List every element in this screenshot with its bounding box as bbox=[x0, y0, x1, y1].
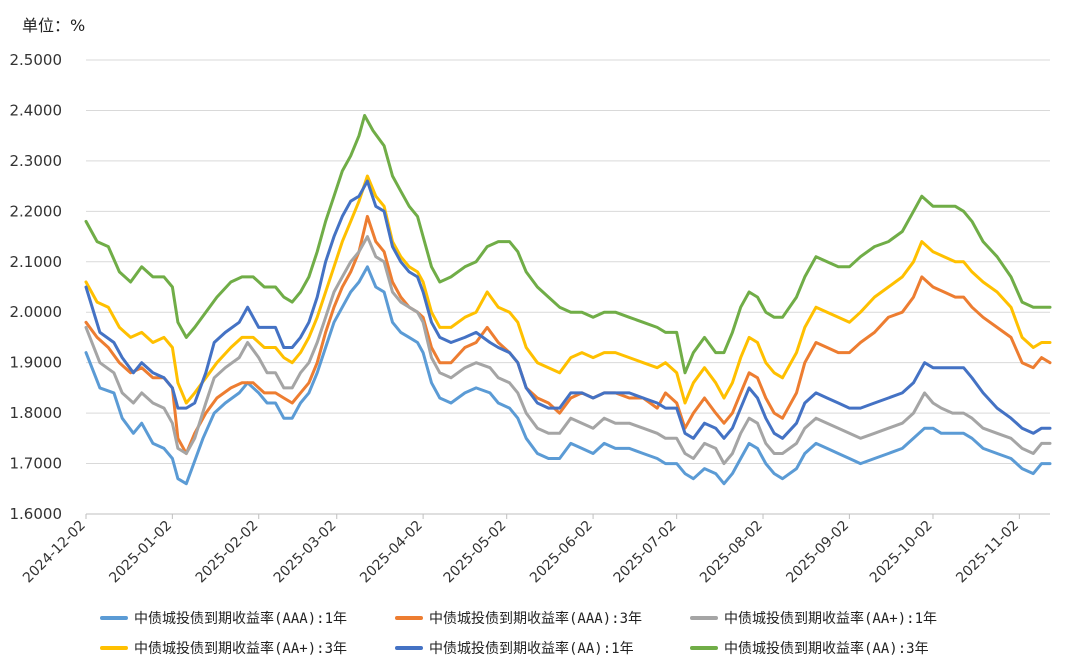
gridlines bbox=[86, 59, 1050, 515]
legend-swatch bbox=[100, 616, 128, 620]
x-tick-label: 2025-07-02 bbox=[611, 518, 680, 587]
legend-item: 中债城投债到期收益率(AAA):3年 bbox=[395, 608, 642, 628]
x-tick-label: 2025-03-02 bbox=[271, 518, 340, 587]
legend-item: 中债城投债到期收益率(AA+):1年 bbox=[690, 608, 937, 628]
legend-item: 中债城投债到期收益率(AA+):3年 bbox=[100, 638, 347, 658]
y-tick-label: 2.2000 bbox=[10, 202, 63, 220]
x-axis-ticks: 2024-12-02 2025-01-02 2025-02-02 2025-03-02… bbox=[20, 514, 1022, 586]
y-tick-label: 2.5000 bbox=[10, 51, 63, 69]
y-tick-label: 1.6000 bbox=[10, 505, 63, 523]
series-line-1 bbox=[84, 265, 1052, 486]
x-tick-label: 2025-05-02 bbox=[441, 518, 510, 587]
x-tick-label: 2025-06-02 bbox=[527, 518, 596, 587]
legend-item: 中债城投债到期收益率(AAA):1年 bbox=[100, 608, 347, 628]
y-tick-label: 2.0000 bbox=[10, 303, 63, 321]
x-tick-label: 2025-08-02 bbox=[697, 518, 766, 587]
series-line-5 bbox=[84, 179, 1052, 440]
series-line-3 bbox=[84, 235, 1052, 466]
legend-label: 中债城投债到期收益率(AA+):3年 bbox=[134, 641, 348, 657]
legend-label: 中债城投债到期收益率(AA):1年 bbox=[429, 641, 634, 657]
legend-swatch bbox=[690, 646, 718, 650]
series-line-2 bbox=[84, 214, 1052, 455]
legend-label: 中债城投债到期收益率(AA+):1年 bbox=[724, 611, 938, 627]
series-line-6 bbox=[84, 114, 1052, 375]
series-line-4 bbox=[84, 174, 1052, 405]
x-tick-label: 2024-12-02 bbox=[20, 518, 89, 587]
x-tick-label: 2025-09-02 bbox=[783, 518, 852, 587]
y-tick-label: 1.8000 bbox=[10, 404, 63, 422]
y-axis-ticks: 2.5000 2.4000 2.3000 2.2000 2.1000 2.0000 1.90… bbox=[10, 51, 63, 523]
legend-item: 中债城投债到期收益率(AA):3年 bbox=[690, 638, 929, 658]
legend-swatch bbox=[100, 646, 128, 650]
legend-label: 中债城投债到期收益率(AA):3年 bbox=[724, 641, 929, 657]
x-tick-label: 2025-01-02 bbox=[106, 518, 175, 587]
legend-item: 中债城投债到期收益率(AA):1年 bbox=[395, 638, 634, 658]
legend-swatch bbox=[395, 616, 423, 620]
legend-swatch bbox=[690, 616, 718, 620]
legend-label: 中债城投债到期收益率(AAA):1年 bbox=[134, 611, 348, 627]
legend-label: 中债城投债到期收益率(AAA):3年 bbox=[429, 611, 643, 627]
y-tick-label: 2.4000 bbox=[10, 101, 63, 119]
unit-label: 单位：% bbox=[22, 16, 86, 35]
y-tick-label: 1.9000 bbox=[10, 354, 63, 372]
y-tick-label: 2.1000 bbox=[10, 253, 63, 271]
x-tick-label: 2025-04-02 bbox=[357, 518, 426, 587]
y-tick-label: 1.7000 bbox=[10, 455, 63, 473]
x-tick-label: 2025-11-02 bbox=[953, 518, 1022, 587]
x-tick-label: 2025-10-02 bbox=[867, 518, 936, 587]
y-tick-label: 2.3000 bbox=[10, 152, 63, 170]
legend-swatch bbox=[395, 646, 423, 650]
series-lines bbox=[84, 114, 1052, 486]
x-tick-label: 2025-02-02 bbox=[193, 518, 262, 587]
